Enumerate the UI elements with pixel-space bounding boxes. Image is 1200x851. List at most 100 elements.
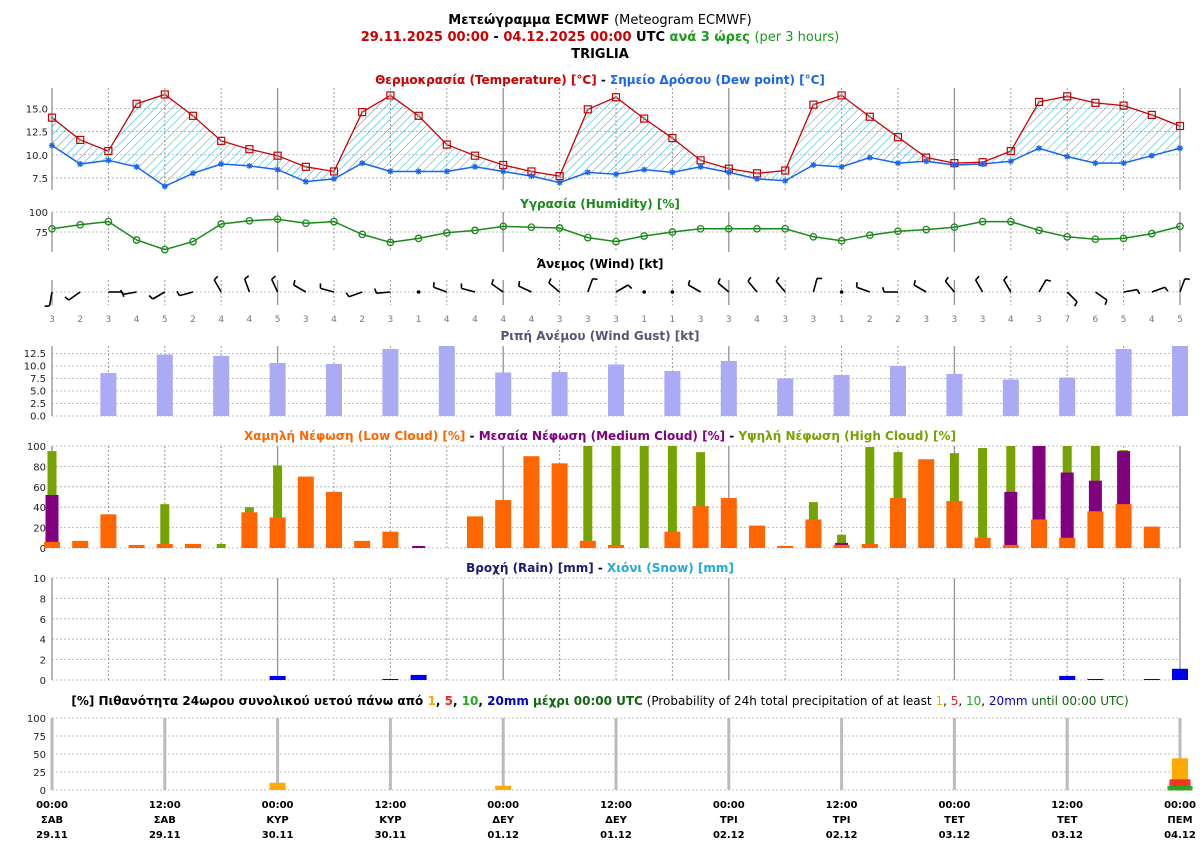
temperature-point (132, 99, 141, 108)
rain-bar (1059, 675, 1076, 680)
low-cloud-bar (692, 506, 709, 548)
wind-barb (717, 278, 730, 293)
temperature-point (1119, 101, 1128, 110)
low-cloud-bar (156, 543, 173, 548)
x-axis-date: 30.11 (262, 830, 294, 841)
rain-bar (382, 678, 399, 680)
wind-barb-flag (213, 275, 219, 281)
dewpoint-star-stroke (838, 164, 845, 170)
low-cloud-bar (44, 541, 60, 548)
wind-barb (373, 288, 391, 295)
gust-y-tick: 2.5 (30, 399, 46, 410)
temperature-point-dot (191, 114, 195, 118)
temperature-point-dot (332, 170, 336, 173)
high-cloud-bar (583, 446, 593, 548)
wind-barb-shaft (1038, 279, 1047, 293)
wind-barb (345, 291, 363, 298)
dewpoint-star-stroke (359, 160, 365, 166)
probability-title-part: until 00:00 UTC) (1028, 694, 1129, 708)
rain-bar (1087, 678, 1104, 680)
low-cloud-bar (664, 531, 681, 548)
gust-bar (551, 372, 568, 416)
x-axis-time: 12:00 (374, 800, 406, 811)
temperature-point (301, 162, 310, 171)
dewpoint-point (979, 161, 986, 168)
dewpoint-point (190, 170, 196, 177)
wind-barb-shaft (320, 287, 335, 293)
low-cloud-bar (833, 544, 850, 548)
temperature-point-dot (79, 138, 82, 142)
wind-speed-label: 5 (275, 315, 281, 325)
dewpoint-point (1092, 160, 1099, 167)
low-cloud-bar (551, 463, 568, 548)
dewpoint-point (302, 178, 309, 185)
wind-barb-shaft (152, 291, 166, 300)
humidity-title: Υγρασία (Humidity) [%] (519, 197, 680, 211)
humidity-point (1063, 232, 1072, 241)
x-axis-time: 00:00 (487, 800, 519, 811)
dewpoint-point (810, 161, 817, 168)
x-axis-date: 01.12 (487, 830, 519, 841)
x-axis-day: ΤΡΙ (720, 815, 738, 826)
x-axis-time: 12:00 (1051, 800, 1083, 811)
wind-barb-shaft (293, 284, 307, 293)
wind-barb-flag (1136, 289, 1141, 295)
wind-speed-label: 3 (106, 315, 112, 325)
temperature-title: Θερμοκρασία (Temperature) [°C] - Σημείο … (375, 73, 825, 87)
x-axis-date: 03.12 (1051, 830, 1083, 841)
gust-bar (608, 364, 624, 416)
dewpoint-star-stroke (585, 169, 591, 176)
wind-barb-shaft (122, 291, 137, 296)
x-axis-time: 12:00 (600, 800, 632, 811)
date-separator: - (493, 30, 499, 45)
probability-title-part: 10 (462, 694, 479, 708)
dewpoint-star-stroke (218, 161, 224, 167)
wind-barb-flag (1164, 286, 1169, 292)
dewpoint-point (754, 175, 760, 182)
wind-speed-label: 3 (811, 315, 817, 325)
probability-title-part: 5 (445, 694, 453, 708)
temperature-point-dot (1037, 100, 1041, 104)
wind-barb-flag (944, 276, 949, 282)
cloud-title-part: Χαμηλή Νέφωση (Low Cloud) [%] (244, 429, 465, 443)
wind-barb-shaft (587, 278, 594, 293)
x-axis-day: ΔΕΥ (605, 815, 628, 826)
rain-grid (51, 577, 1181, 681)
humidity-point (358, 230, 367, 239)
humidity-point (837, 236, 846, 245)
wind-barb (148, 291, 166, 300)
x-axis-day: ΚΥΡ (379, 815, 401, 826)
temperature-point-dot (163, 93, 166, 96)
gust-bar (890, 366, 906, 416)
wind-barb-flag (119, 289, 124, 295)
dewpoint-star-stroke (951, 162, 958, 168)
location-name: TRIGLIA (571, 47, 629, 62)
humidity-point (386, 238, 395, 247)
low-cloud-bar (720, 498, 737, 548)
humidity-point (696, 224, 705, 233)
dewpoint-point (105, 157, 112, 164)
humidity-point (1091, 235, 1100, 244)
humidity-point (301, 219, 310, 228)
wind-barb-flag (148, 294, 154, 300)
dewpoint-point (77, 161, 84, 168)
dewpoint-point (443, 168, 450, 175)
low-cloud-bar (72, 540, 89, 548)
probability-title-part: , (943, 694, 951, 708)
probability-y-tick: 0 (40, 786, 46, 797)
temperature-point (640, 114, 649, 123)
temperature-point (442, 140, 451, 149)
low-cloud-bar (946, 501, 963, 548)
dewpoint-star-stroke (1008, 158, 1014, 164)
temperature-point-dot (1178, 124, 1182, 128)
low-cloud-bar (861, 543, 878, 548)
humidity-point (668, 228, 677, 236)
cloud-y-tick: 40 (33, 503, 46, 514)
step-greek: ανά 3 ώρες (669, 30, 750, 45)
wind-speed-label: 3 (49, 315, 55, 325)
temperature-point (386, 91, 395, 100)
gust-bar (720, 361, 737, 416)
wind-barb-shaft (1151, 286, 1166, 293)
temperature-point (1175, 121, 1185, 131)
dewpoint-point (246, 162, 253, 169)
